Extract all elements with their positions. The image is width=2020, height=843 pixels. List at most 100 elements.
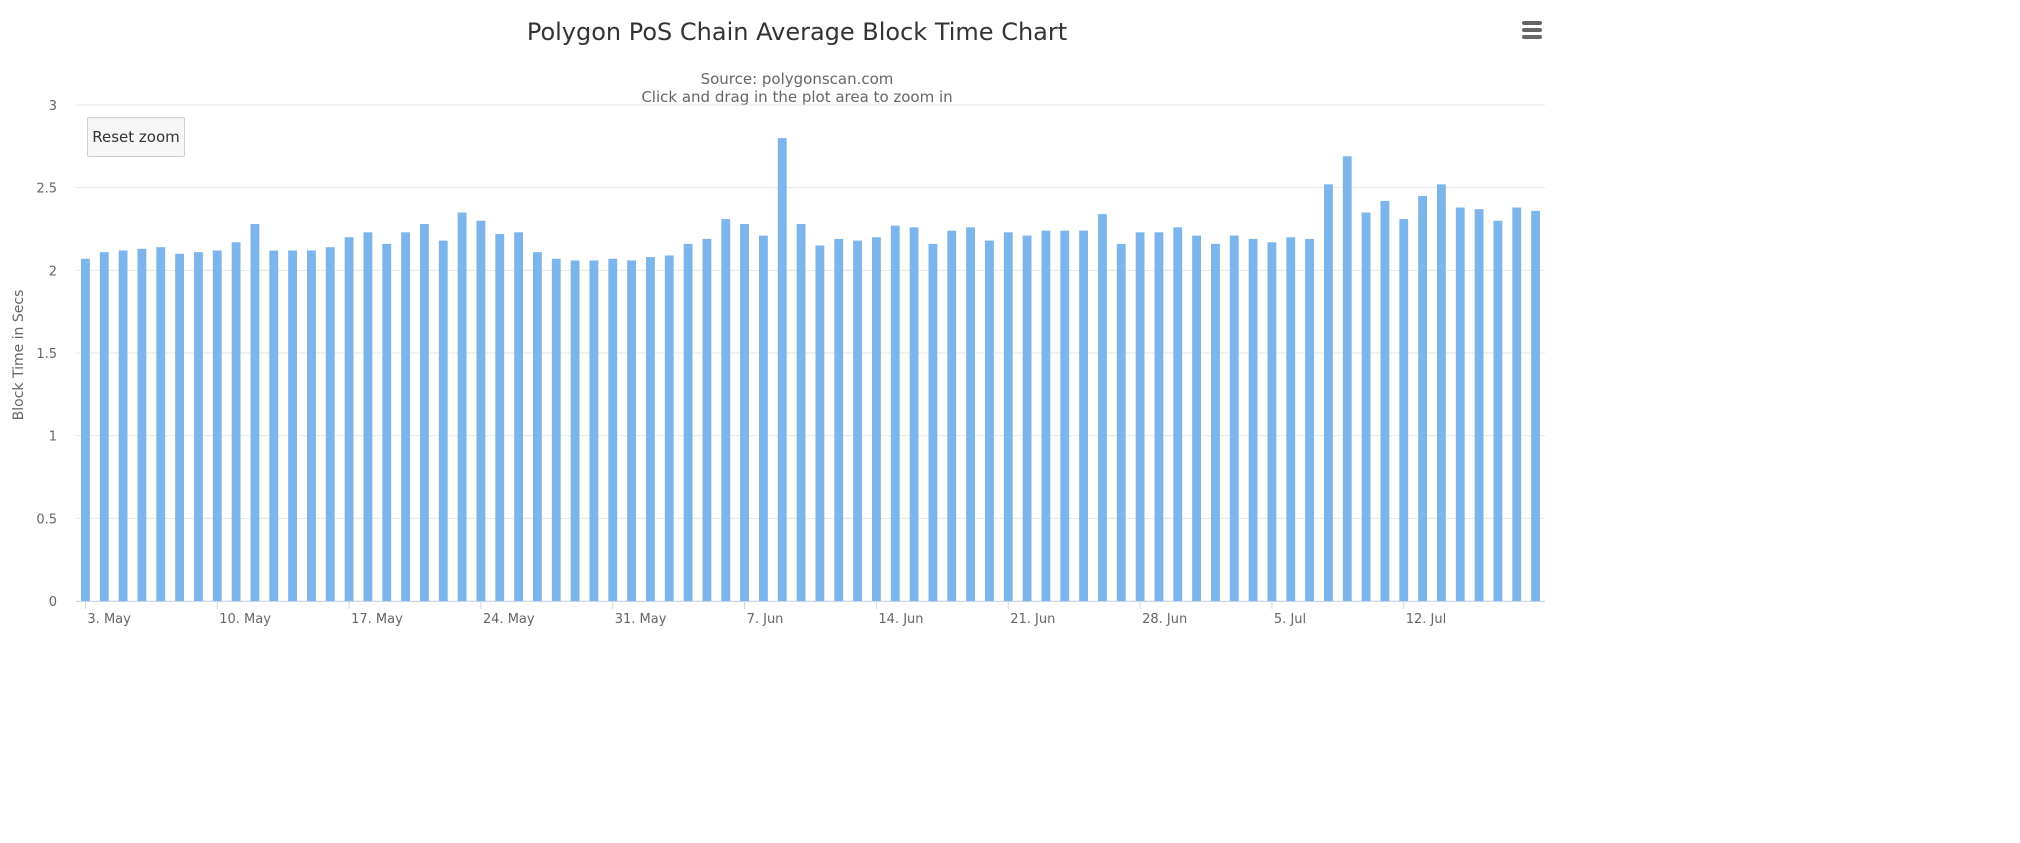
x-tick-label: 7. Jun bbox=[747, 612, 784, 627]
bar[interactable] bbox=[1286, 237, 1296, 601]
bar[interactable] bbox=[1116, 243, 1126, 601]
y-tick-label: 3 bbox=[49, 99, 57, 114]
x-tick-label: 3. May bbox=[87, 612, 131, 627]
bar[interactable] bbox=[1305, 238, 1315, 602]
bar[interactable] bbox=[721, 219, 731, 601]
bar[interactable] bbox=[137, 248, 147, 601]
y-axis-label: Block Time in Secs bbox=[11, 290, 27, 421]
x-tick-label: 21. Jun bbox=[1010, 612, 1055, 627]
bar[interactable] bbox=[457, 212, 467, 601]
bar[interactable] bbox=[401, 232, 411, 601]
bar[interactable] bbox=[909, 227, 919, 601]
bar[interactable] bbox=[99, 252, 109, 601]
bar[interactable] bbox=[740, 224, 750, 602]
x-tick-label: 31. May bbox=[615, 612, 667, 627]
x-tick-label: 5. Jul bbox=[1274, 612, 1306, 627]
bar[interactable] bbox=[532, 252, 542, 601]
bar[interactable] bbox=[1248, 238, 1258, 602]
bar[interactable] bbox=[947, 230, 957, 602]
bar[interactable] bbox=[871, 237, 881, 601]
bar[interactable] bbox=[815, 245, 825, 602]
bar[interactable] bbox=[570, 260, 580, 601]
bar[interactable] bbox=[288, 250, 298, 601]
bar[interactable] bbox=[80, 258, 90, 601]
bar[interactable] bbox=[1418, 195, 1428, 601]
bar[interactable] bbox=[1380, 200, 1390, 602]
bar[interactable] bbox=[702, 238, 712, 602]
zoom-hint-text: Click and drag in the plot area to zoom … bbox=[641, 88, 953, 106]
bar[interactable] bbox=[476, 220, 486, 601]
bar[interactable] bbox=[363, 232, 373, 601]
bar[interactable] bbox=[1192, 235, 1202, 601]
bar[interactable] bbox=[1512, 207, 1522, 602]
bar[interactable] bbox=[1022, 235, 1032, 601]
bar[interactable] bbox=[495, 233, 505, 601]
bar[interactable] bbox=[627, 260, 637, 601]
bar[interactable] bbox=[1229, 235, 1239, 601]
y-tick-label: 1 bbox=[49, 430, 57, 445]
bar[interactable] bbox=[1323, 184, 1333, 602]
bar[interactable] bbox=[1267, 242, 1277, 601]
y-tick-label: 2 bbox=[49, 264, 57, 279]
bar[interactable] bbox=[325, 247, 335, 602]
reset-zoom-button[interactable]: Reset zoom bbox=[87, 117, 185, 157]
axes: 0 0.5 1 1.5 2 2.5 3 3. May 10. May 17. May 24. May… bbox=[36, 99, 1545, 627]
bar[interactable] bbox=[1436, 184, 1446, 602]
bar[interactable] bbox=[212, 250, 222, 601]
bar[interactable] bbox=[1361, 212, 1371, 601]
bar[interactable] bbox=[231, 242, 241, 601]
bar[interactable] bbox=[608, 258, 618, 601]
bar[interactable] bbox=[589, 260, 599, 601]
bar[interactable] bbox=[1079, 230, 1089, 602]
x-tick-label: 14. Jun bbox=[878, 612, 923, 627]
bar[interactable] bbox=[777, 138, 787, 602]
bar[interactable] bbox=[890, 225, 900, 601]
bar[interactable] bbox=[1060, 230, 1070, 602]
bar[interactable] bbox=[966, 227, 976, 601]
bar[interactable] bbox=[1003, 232, 1013, 601]
bar[interactable] bbox=[796, 224, 806, 602]
gridlines bbox=[76, 104, 1545, 602]
bar[interactable] bbox=[514, 232, 524, 601]
bar[interactable] bbox=[645, 257, 655, 601]
bar[interactable] bbox=[175, 253, 185, 602]
y-tick-label: 1.5 bbox=[36, 347, 57, 362]
bar[interactable] bbox=[683, 243, 693, 601]
bar[interactable] bbox=[1399, 219, 1409, 601]
menu-line bbox=[1522, 21, 1542, 25]
bar[interactable] bbox=[1474, 209, 1484, 601]
bar[interactable] bbox=[853, 240, 863, 601]
bar[interactable] bbox=[1493, 220, 1503, 601]
bar[interactable] bbox=[758, 235, 768, 601]
bar[interactable] bbox=[156, 247, 166, 602]
bar[interactable] bbox=[1342, 156, 1352, 601]
bar[interactable] bbox=[1531, 210, 1541, 601]
bar[interactable] bbox=[1097, 214, 1107, 601]
bar[interactable] bbox=[834, 238, 844, 602]
bar[interactable] bbox=[306, 250, 316, 601]
bar[interactable] bbox=[118, 250, 128, 601]
chart-subtitle: Source: polygonscan.com Click and drag i… bbox=[0, 70, 1594, 106]
bar[interactable] bbox=[344, 237, 354, 601]
bar[interactable] bbox=[1173, 227, 1183, 601]
bar[interactable] bbox=[438, 240, 448, 601]
bar[interactable] bbox=[1455, 207, 1465, 602]
bar[interactable] bbox=[551, 258, 561, 601]
source-text: Source: polygonscan.com bbox=[700, 70, 894, 88]
bar[interactable] bbox=[1210, 243, 1220, 601]
bar[interactable] bbox=[193, 252, 203, 601]
x-tick-label: 17. May bbox=[351, 612, 403, 627]
y-tick-label: 2.5 bbox=[36, 182, 57, 197]
hamburger-menu-icon[interactable] bbox=[1516, 18, 1548, 42]
bar[interactable] bbox=[1041, 230, 1051, 602]
bar[interactable] bbox=[269, 250, 279, 601]
bar[interactable] bbox=[382, 243, 392, 601]
bar[interactable] bbox=[419, 224, 429, 602]
bar[interactable] bbox=[984, 240, 994, 601]
bar[interactable] bbox=[250, 224, 260, 602]
bar[interactable] bbox=[1154, 232, 1164, 601]
bar[interactable] bbox=[664, 255, 674, 601]
bar[interactable] bbox=[1135, 232, 1145, 601]
bar[interactable] bbox=[928, 243, 938, 601]
